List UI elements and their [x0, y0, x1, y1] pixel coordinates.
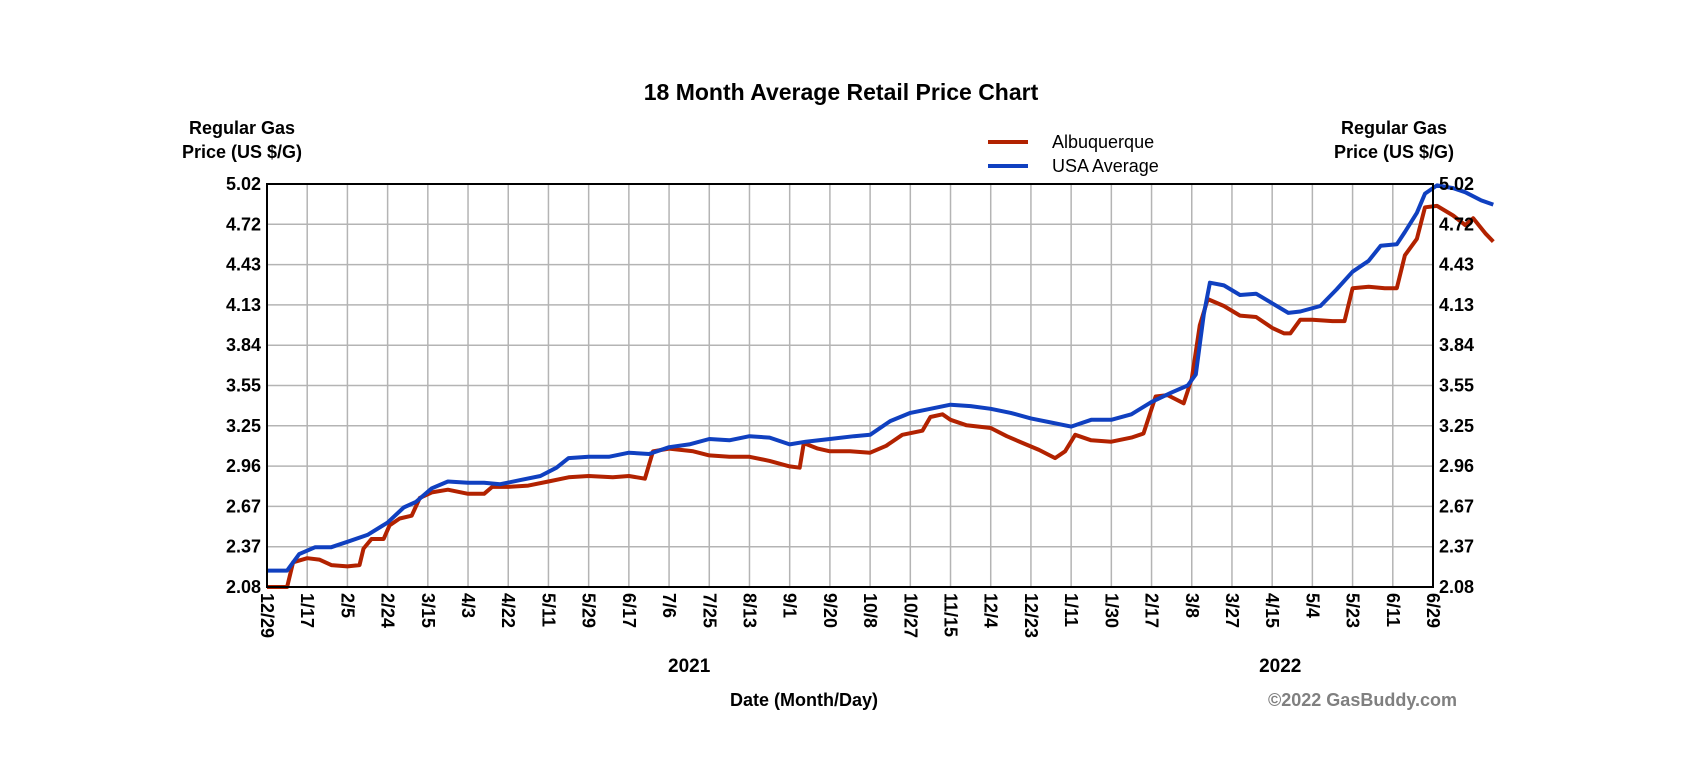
x-tick-label: 12/23 — [1021, 593, 1041, 638]
x-tick-label: 3/8 — [1182, 593, 1202, 618]
y-axis-label-left-line2: Price (US $/G) — [182, 142, 302, 162]
x-tick-label: 2/17 — [1142, 593, 1162, 628]
y-tick-label-right: 3.55 — [1439, 376, 1474, 396]
y-tick-label-left: 3.84 — [226, 335, 261, 355]
y-tick-label-left: 4.13 — [226, 295, 261, 315]
y-axis-label-left-line1: Regular Gas — [189, 118, 295, 138]
x-tick-label: 6/29 — [1423, 593, 1443, 628]
y-tick-label-right: 4.13 — [1439, 295, 1474, 315]
y-axis-label-right-line1: Regular Gas — [1341, 118, 1447, 138]
x-tick-label: 4/15 — [1262, 593, 1282, 628]
x-tick-label: 6/11 — [1383, 593, 1403, 627]
copyright-text: ©2022 GasBuddy.com — [1268, 690, 1457, 710]
y-tick-label-right: 2.96 — [1439, 456, 1474, 476]
plot-frame — [266, 183, 1434, 588]
x-tick-label: 1/11 — [1061, 593, 1081, 627]
x-tick-label: 5/4 — [1302, 593, 1322, 618]
x-tick-label: 2/5 — [337, 593, 357, 618]
x-tick-label: 5/23 — [1343, 593, 1363, 628]
x-tick-label: 3/15 — [418, 593, 438, 628]
x-tick-label: 8/13 — [739, 593, 759, 628]
x-tick-label: 4/3 — [458, 593, 478, 618]
x-tick-labels: 12/29 1/17 2/5 2/24 3/15 4/3 4/22 5/11 5/29 6/17 7… — [257, 593, 1443, 638]
y-tick-label-left: 3.55 — [226, 376, 261, 396]
x-tick-label: 2/24 — [378, 593, 398, 628]
y-tick-label-left: 3.25 — [226, 416, 261, 436]
y-tick-label-left: 4.72 — [226, 214, 261, 234]
x-tick-label: 10/8 — [860, 593, 880, 628]
y-tick-label-left: 2.67 — [226, 496, 261, 516]
y-tick-label-left: 2.96 — [226, 456, 261, 476]
x-tick-label: 1/17 — [297, 593, 317, 628]
x-tick-label: 10/27 — [900, 593, 920, 638]
x-tick-label: 12/4 — [981, 593, 1001, 628]
x-tick-label: 1/30 — [1101, 593, 1121, 628]
chart-title: 18 Month Average Retail Price Chart — [644, 79, 1039, 105]
y-tick-label-right: 5.02 — [1439, 174, 1474, 194]
y-axis-label-right-line2: Price (US $/G) — [1334, 142, 1454, 162]
series-line-usa-average — [267, 183, 1494, 573]
x-tick-label: 3/27 — [1222, 593, 1242, 628]
y-tick-label-left: 5.02 — [226, 174, 261, 194]
y-tick-label-left: 2.37 — [226, 537, 261, 557]
x-tick-label: 7/6 — [659, 593, 679, 618]
y-tick-label-right: 3.84 — [1439, 335, 1474, 355]
x-tick-label: 5/29 — [579, 593, 599, 628]
x-tick-label: 9/1 — [780, 593, 800, 618]
x-tick-label: 11/15 — [941, 593, 961, 637]
year-labels: 2021 2022 — [668, 656, 1301, 677]
y-tick-labels: 2.08 2.08 2.37 2.37 2.67 2.67 2.96 2.96 3.25 3.25… — [226, 174, 1474, 597]
year-label: 2021 — [668, 656, 711, 677]
chart-legend: Albuquerque USA Average — [988, 132, 1159, 176]
y-tick-label-right: 4.43 — [1439, 255, 1474, 275]
x-tick-label: 12/29 — [257, 593, 277, 638]
y-tick-label-right: 2.37 — [1439, 537, 1474, 557]
y-tick-label-right: 2.67 — [1439, 496, 1474, 516]
series-lines — [267, 183, 1495, 589]
legend-label-albuquerque: Albuquerque — [1052, 132, 1154, 152]
x-axis-label: Date (Month/Day) — [730, 690, 878, 710]
x-tick-label: 7/25 — [699, 593, 719, 628]
y-tick-label-right: 2.08 — [1439, 577, 1474, 597]
grid-lines — [267, 184, 1433, 587]
y-tick-label-right: 4.72 — [1439, 214, 1474, 234]
x-tick-label: 5/11 — [538, 593, 558, 627]
y-tick-label-left: 2.08 — [226, 577, 261, 597]
legend-label-usa-average: USA Average — [1052, 156, 1159, 176]
x-tick-label: 9/20 — [820, 593, 840, 628]
x-tick-label: 6/17 — [619, 593, 639, 628]
y-tick-label-right: 3.25 — [1439, 416, 1474, 436]
y-tick-label-left: 4.43 — [226, 255, 261, 275]
year-label: 2022 — [1259, 656, 1301, 677]
x-tick-label: 4/22 — [498, 593, 518, 628]
